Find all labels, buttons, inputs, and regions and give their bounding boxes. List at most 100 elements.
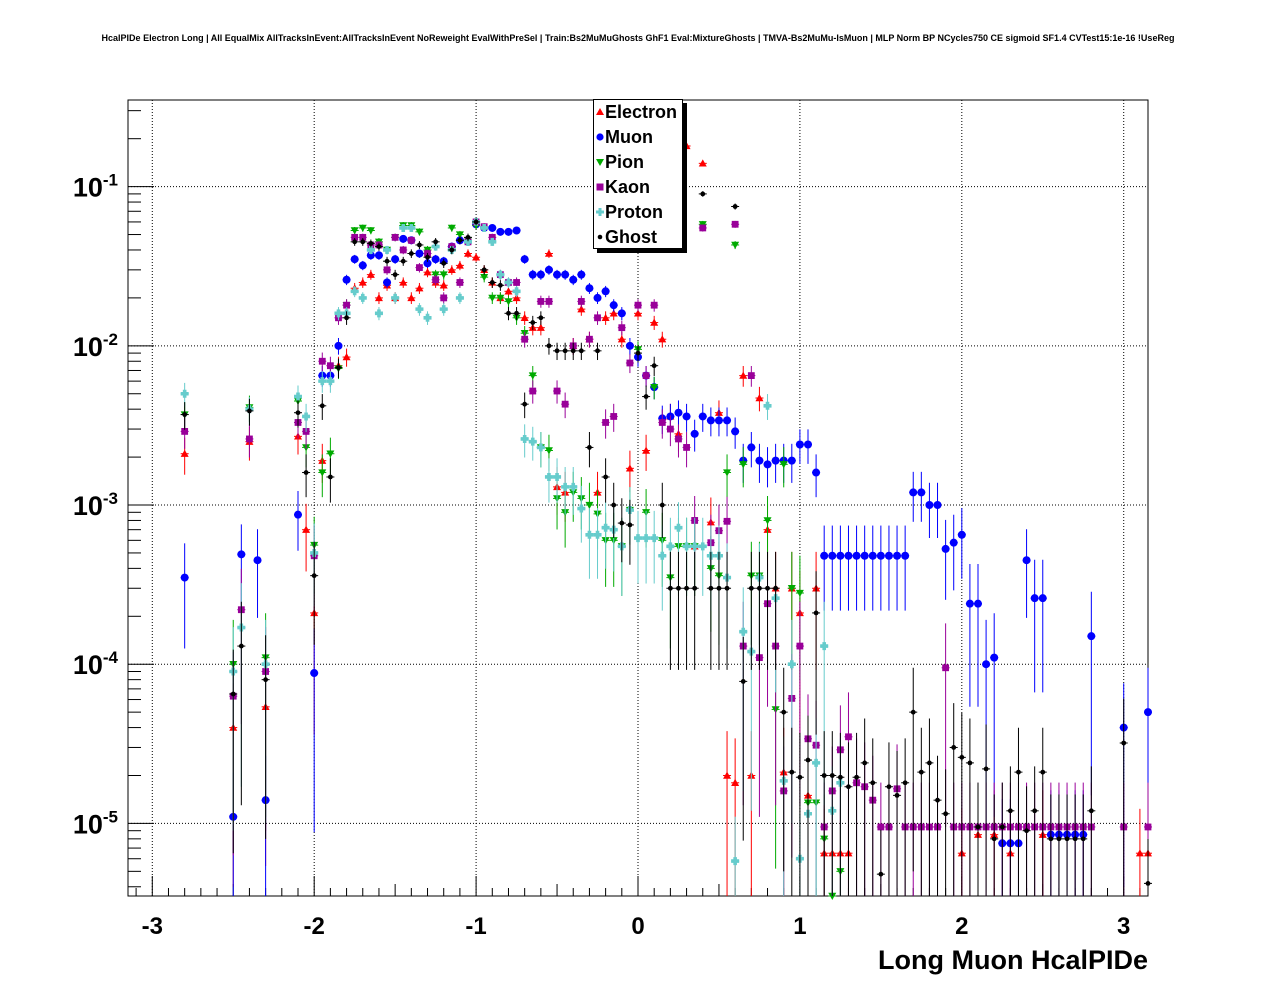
data-point-kaon xyxy=(521,335,529,343)
data-point-muon xyxy=(828,551,837,560)
data-point-pion xyxy=(415,228,424,236)
data-point-ghost xyxy=(562,348,568,354)
data-point-kaon xyxy=(529,387,537,395)
data-point-muon xyxy=(723,416,732,425)
data-point-ghost xyxy=(295,410,301,416)
data-point-muon xyxy=(253,556,262,565)
data-point-kaon xyxy=(553,387,561,395)
data-point-kaon xyxy=(577,298,585,305)
data-point-electron xyxy=(358,278,367,286)
data-point-kaon xyxy=(1144,823,1152,831)
legend-entry-proton: Proton xyxy=(594,201,682,226)
data-point-electron xyxy=(472,253,481,261)
data-point-ghost xyxy=(263,677,269,683)
data-point-ghost xyxy=(918,769,924,775)
data-point-muon xyxy=(617,309,626,318)
data-point-proton xyxy=(585,530,594,539)
data-point-ghost xyxy=(1007,808,1013,814)
data-point-muon xyxy=(625,341,634,350)
data-point-ghost xyxy=(344,315,349,321)
data-point-ghost xyxy=(506,310,511,316)
data-point-ghost xyxy=(943,811,949,817)
data-point-proton xyxy=(553,472,562,481)
y-tick-base: 10 xyxy=(73,332,103,362)
data-point-ghost xyxy=(449,247,455,253)
data-point-muon xyxy=(965,599,974,608)
data-point-ghost xyxy=(570,348,576,354)
data-point-muon xyxy=(836,551,845,560)
data-point-ghost xyxy=(999,824,1005,830)
legend-label: Proton xyxy=(605,202,663,222)
data-point-ghost xyxy=(182,412,188,417)
data-point-muon xyxy=(1022,556,1031,565)
data-point-ghost xyxy=(862,760,868,766)
data-point-proton xyxy=(658,551,667,560)
data-point-muon xyxy=(755,456,764,465)
data-point-electron xyxy=(464,249,472,257)
data-point-ghost xyxy=(748,585,754,591)
data-point-electron xyxy=(415,284,424,292)
data-point-electron xyxy=(723,771,732,779)
data-point-kaon xyxy=(561,400,569,408)
y-tick-base: 10 xyxy=(73,809,103,839)
data-point-proton xyxy=(496,270,505,279)
data-point-electron xyxy=(520,313,529,321)
data-point-electron xyxy=(698,159,707,167)
data-point-ghost xyxy=(352,239,358,245)
data-point-muon xyxy=(366,251,375,260)
data-point-ghost xyxy=(797,774,803,780)
data-point-proton xyxy=(593,530,602,539)
data-point-ghost xyxy=(927,760,932,766)
data-point-pion xyxy=(795,589,804,598)
data-point-ghost xyxy=(902,780,908,786)
data-point-muon xyxy=(593,293,602,302)
data-point-ghost xyxy=(538,315,544,321)
data-point-ghost xyxy=(417,242,422,248)
data-point-ghost xyxy=(230,691,236,697)
data-point-muon xyxy=(431,255,440,264)
data-point-proton xyxy=(455,293,464,302)
legend-label: Ghost xyxy=(605,227,657,247)
legend-entry-pion: Pion xyxy=(594,151,682,176)
data-point-electron xyxy=(366,270,375,278)
data-point-kaon xyxy=(699,224,707,232)
data-point-muon xyxy=(974,599,982,608)
data-point-electron xyxy=(731,778,740,786)
data-point-proton xyxy=(544,472,553,481)
data-point-ghost xyxy=(708,585,714,591)
data-point-kaon xyxy=(343,301,350,309)
data-point-muon xyxy=(577,270,586,279)
data-point-proton xyxy=(407,223,416,232)
data-point-proton xyxy=(739,627,748,636)
data-point-kaon xyxy=(383,266,391,274)
y-tick-base: 10 xyxy=(73,173,103,203)
data-point-electron xyxy=(601,313,610,321)
data-point-muon xyxy=(804,440,812,449)
legend-marker-cross xyxy=(596,208,604,216)
data-point-ghost xyxy=(319,403,325,409)
data-point-ghost xyxy=(692,585,698,591)
data-point-pion xyxy=(828,892,837,900)
y-tick-exponent: -1 xyxy=(103,171,118,190)
data-point-electron xyxy=(180,449,189,457)
data-point-muon xyxy=(528,270,537,279)
data-point-electron xyxy=(577,305,586,313)
data-point-muon xyxy=(374,251,383,260)
x-tick-label: -3 xyxy=(142,913,163,940)
data-point-proton xyxy=(431,242,440,251)
data-point-ghost xyxy=(959,754,965,760)
data-point-proton xyxy=(650,534,659,543)
data-point-proton xyxy=(812,758,821,767)
data-point-pion xyxy=(650,383,659,392)
data-point-muon xyxy=(852,551,861,560)
data-point-muon xyxy=(933,501,942,510)
data-point-ghost xyxy=(951,745,957,750)
data-point-proton xyxy=(350,287,359,296)
legend-marker-triangle-up xyxy=(596,108,604,115)
data-point-ghost xyxy=(1040,769,1046,775)
data-point-proton xyxy=(820,642,829,651)
data-point-muon xyxy=(415,249,424,258)
legend-marker-triangle-down xyxy=(596,159,604,166)
y-tick-base: 10 xyxy=(73,650,103,680)
